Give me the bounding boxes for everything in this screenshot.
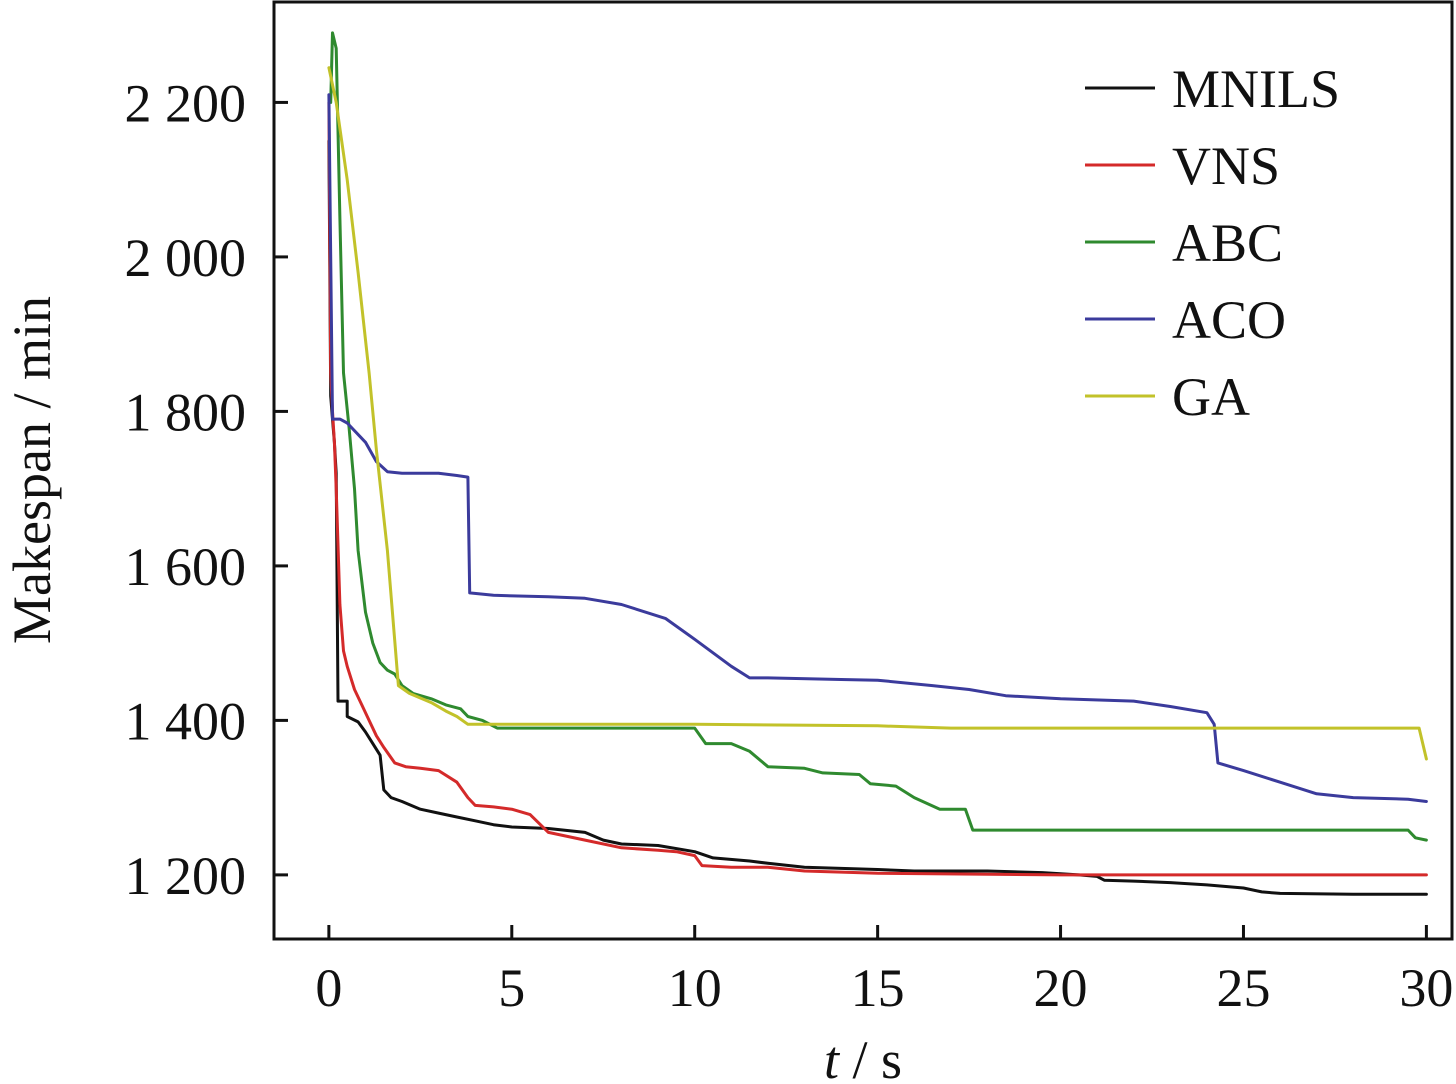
x-tick-label: 15 bbox=[851, 958, 905, 1018]
legend-label-aco: ACO bbox=[1172, 290, 1286, 350]
x-tick-label: 5 bbox=[498, 958, 525, 1018]
series-line-vns bbox=[327, 100, 1428, 877]
x-axis-title-unit: / s bbox=[839, 1030, 902, 1084]
y-axis-ticks: 1 200 1 400 1 600 1 800 2 000 2 200 bbox=[125, 73, 288, 906]
x-tick-label: 10 bbox=[668, 958, 722, 1018]
x-tick-label: 30 bbox=[1399, 958, 1453, 1018]
x-axis-title-variable: t bbox=[824, 1030, 841, 1084]
legend-label-abc: ABC bbox=[1172, 213, 1283, 273]
legend-label-vns: VNS bbox=[1172, 136, 1280, 196]
y-tick-label: 1 800 bbox=[125, 382, 247, 442]
legend-label-ga: GA bbox=[1172, 367, 1250, 427]
x-tick-label: 25 bbox=[1216, 958, 1270, 1018]
x-tick-label: 0 bbox=[315, 958, 342, 1018]
legend-label-mnils: MNILS bbox=[1172, 59, 1340, 119]
series-line-aco bbox=[327, 93, 1428, 803]
y-tick-label: 1 400 bbox=[125, 691, 247, 751]
y-tick-label: 2 200 bbox=[125, 73, 247, 133]
y-axis-title: Makespan / min bbox=[2, 296, 62, 644]
series-line-mnils bbox=[327, 139, 1428, 896]
y-tick-label: 1 600 bbox=[125, 537, 247, 597]
plot-frame bbox=[272, 0, 1454, 941]
series-lines bbox=[327, 31, 1428, 896]
series-line-abc bbox=[329, 31, 1428, 842]
x-axis-ticks: 0 5 10 15 20 25 30 bbox=[315, 925, 1453, 1018]
legend: MNILS VNS ABC ACO GA bbox=[1085, 59, 1340, 427]
series-line-ga bbox=[327, 66, 1428, 761]
x-tick-label: 20 bbox=[1034, 958, 1088, 1018]
y-tick-label: 1 200 bbox=[125, 846, 247, 906]
y-tick-label: 2 000 bbox=[125, 228, 247, 288]
x-axis-title: t / s bbox=[824, 1030, 902, 1084]
